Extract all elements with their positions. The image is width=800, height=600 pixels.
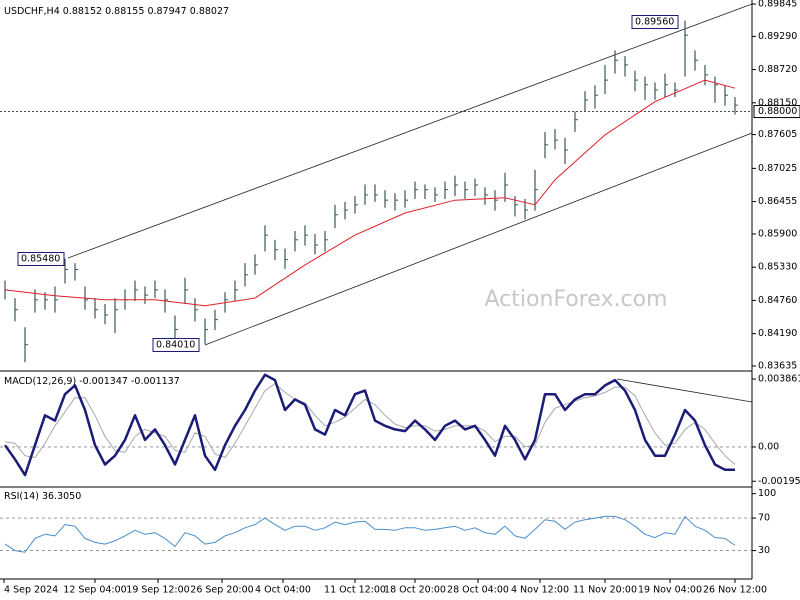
y-tick-label: 0.83635	[758, 360, 797, 371]
y-tick-label: 30	[758, 545, 770, 556]
macd-value: -0.001347	[79, 376, 128, 387]
price-header: USDCHF,H4 0.88152 0.88155 0.87947 0.8802…	[4, 6, 229, 17]
current-price-box	[753, 105, 800, 119]
y-tick-label: 0.89845	[758, 0, 797, 10]
rsi-header: RSI(14) 36.3050	[4, 491, 81, 502]
indicator-line	[4, 515, 736, 553]
macd-trend-line	[616, 378, 753, 403]
signal-value: -0.001137	[131, 376, 180, 387]
symbol: USDCHF,H4	[4, 6, 60, 17]
watermark: ActionForex.com	[485, 287, 668, 312]
y-tick-label: 0.89290	[758, 31, 797, 42]
x-tick-label: 4 Sep 2024	[4, 585, 58, 596]
channel-lower	[204, 132, 753, 346]
annotation-label: 0.85480	[21, 254, 60, 265]
indicator-line	[3, 373, 735, 477]
moving-average	[4, 79, 736, 307]
annotation-box	[152, 338, 200, 352]
y-tick-label: 0.86455	[758, 196, 797, 207]
y-tick-label: 0.84760	[758, 295, 797, 306]
y-tick-label: 70	[758, 513, 770, 524]
y-tick-label: 0.85900	[758, 228, 797, 239]
y-tick-label: 0.003861	[758, 374, 800, 385]
x-tick-label: 19 Sep 12:00	[126, 585, 189, 596]
y-tick-label: 0.88720	[758, 64, 797, 75]
macd-title: MACD(12,26,9)	[4, 376, 76, 387]
y-tick-label: 100	[758, 488, 776, 499]
annotation-box	[17, 252, 65, 266]
macd-header: MACD(12,26,9) -0.001347 -0.001137	[4, 376, 180, 387]
x-tick-label: 12 Sep 04:00	[63, 585, 126, 596]
y-tick-label: 0.85330	[758, 262, 797, 273]
x-tick-label: 4 Nov 12:00	[511, 585, 569, 596]
annotation-label: 0.89560	[635, 17, 674, 28]
x-tick-label: 28 Oct 04:00	[447, 585, 509, 596]
ohlc-close: 0.88027	[190, 6, 229, 17]
x-tick-label: 26 Nov 12:00	[703, 585, 767, 596]
rsi-title: RSI(14)	[4, 491, 39, 502]
ohlc-low: 0.87947	[147, 6, 186, 17]
x-tick-label: 4 Oct 04:00	[255, 585, 311, 596]
y-tick-label: 0.88150	[758, 97, 797, 108]
y-tick-label: 0.84190	[758, 328, 797, 339]
x-tick-label: 11 Nov 20:00	[573, 585, 637, 596]
y-tick-label: 0.87605	[758, 129, 797, 140]
x-tick-label: 19 Nov 04:00	[638, 585, 702, 596]
ohlc-high: 0.88155	[105, 6, 144, 17]
x-tick-label: 26 Sep 20:00	[190, 585, 253, 596]
annotation-box	[631, 15, 679, 29]
y-tick-label: -0.00195	[758, 476, 800, 487]
channel-upper	[67, 3, 753, 259]
x-tick-label: 11 Oct 12:00	[324, 585, 386, 596]
ohlc-open: 0.88152	[63, 6, 102, 17]
x-tick-label: 18 Oct 20:00	[384, 585, 446, 596]
annotation-label: 0.84010	[156, 340, 195, 351]
rsi-value: 36.3050	[42, 491, 81, 502]
y-tick-label: 0.87025	[758, 163, 797, 174]
y-tick-label: 0.00	[758, 441, 779, 452]
current-price-label: 0.88000	[758, 106, 797, 117]
